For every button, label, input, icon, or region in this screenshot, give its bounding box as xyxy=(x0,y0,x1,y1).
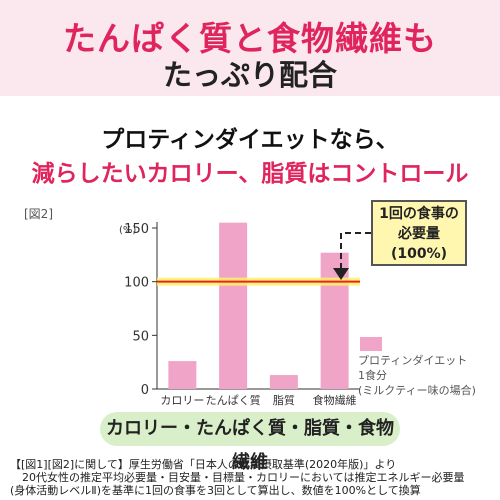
y-tick-label-150: 150 xyxy=(124,222,149,237)
y-tick-label-100: 100 xyxy=(124,276,149,291)
subheading-line1: プロティンダイエットなら、 xyxy=(101,127,399,153)
nutrient-banner: カロリー・たんぱく質・脂質・食物繊維 xyxy=(100,412,400,473)
y-axis-unit: (%) xyxy=(119,225,136,236)
x-tick-label-1: たんぱく質 xyxy=(206,393,261,407)
footnote-line1: 【[図1][図2]に関して】厚生労働省「日本人の食事摂取基準(2020年版)」よ… xyxy=(10,458,397,471)
x-tick-label-0: カロリー xyxy=(160,394,204,407)
y-tick-label-50: 50 xyxy=(132,329,149,344)
callout-connector xyxy=(340,232,371,270)
figure-label: [図2] xyxy=(24,207,53,221)
legend-text: プロティンダイエット 1食分 (ミルクティー味の場合) xyxy=(358,353,476,398)
required-amount-callout: 1回の食事の 必要量 (100%) xyxy=(371,200,467,266)
bar-2 xyxy=(269,375,298,389)
legend-swatch xyxy=(360,337,382,351)
x-tick-label-3: 食物繊維 xyxy=(313,393,357,407)
callout-line1: 1回の食事の xyxy=(379,206,459,222)
bar-0 xyxy=(168,361,197,389)
header-band xyxy=(0,0,500,96)
subheading-line2: 減らしたいカロリー、脂質はコントロール xyxy=(31,161,469,187)
footnote-line2: 20代女性の推定平均必要量・目安量・目標量・カロリーにおいては推定エネルギー必要… xyxy=(22,471,465,484)
footnote-line3: (身体活動レベルⅡ)を基準に1回の食事を3回として算出し、数値を100%として換… xyxy=(10,484,421,497)
x-tick-label-2: 脂質 xyxy=(273,393,295,407)
bar-1 xyxy=(219,222,248,389)
callout-arrowhead xyxy=(333,268,349,280)
y-tick-label-0: 0 xyxy=(141,383,149,398)
callout-line2: 必要量 xyxy=(398,226,440,242)
headline-line2: たっぷり配合 xyxy=(162,58,337,92)
headline-line1: たんぱく質と食物繊維も xyxy=(63,19,437,58)
callout-line3: (100%) xyxy=(390,246,448,262)
legend-line3: (ミルクティー味の場合) xyxy=(358,384,476,397)
legend-line2: 1食分 xyxy=(358,369,387,382)
legend-line1: プロティンダイエット xyxy=(358,354,468,367)
